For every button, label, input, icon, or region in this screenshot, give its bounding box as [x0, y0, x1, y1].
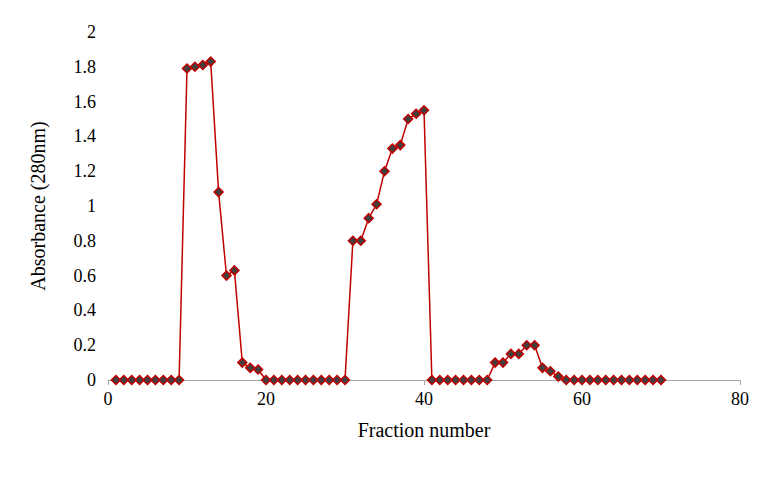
svg-text:Absorbance (280nm): Absorbance (280nm)	[27, 121, 50, 290]
svg-text:0.6: 0.6	[74, 266, 97, 286]
svg-text:1.8: 1.8	[74, 57, 97, 77]
svg-text:0.2: 0.2	[74, 335, 97, 355]
svg-text:1.4: 1.4	[74, 126, 97, 146]
svg-text:1.6: 1.6	[74, 92, 97, 112]
svg-text:20: 20	[257, 389, 275, 409]
svg-text:40: 40	[415, 389, 433, 409]
svg-text:1.2: 1.2	[74, 161, 97, 181]
svg-text:0.8: 0.8	[74, 231, 97, 251]
svg-text:1: 1	[87, 196, 96, 216]
svg-text:Fraction number: Fraction number	[358, 419, 491, 441]
svg-text:0: 0	[87, 370, 96, 390]
svg-text:80: 80	[731, 389, 749, 409]
svg-text:0.4: 0.4	[74, 300, 97, 320]
svg-text:0: 0	[104, 389, 113, 409]
svg-text:60: 60	[573, 389, 591, 409]
svg-text:2: 2	[87, 22, 96, 42]
